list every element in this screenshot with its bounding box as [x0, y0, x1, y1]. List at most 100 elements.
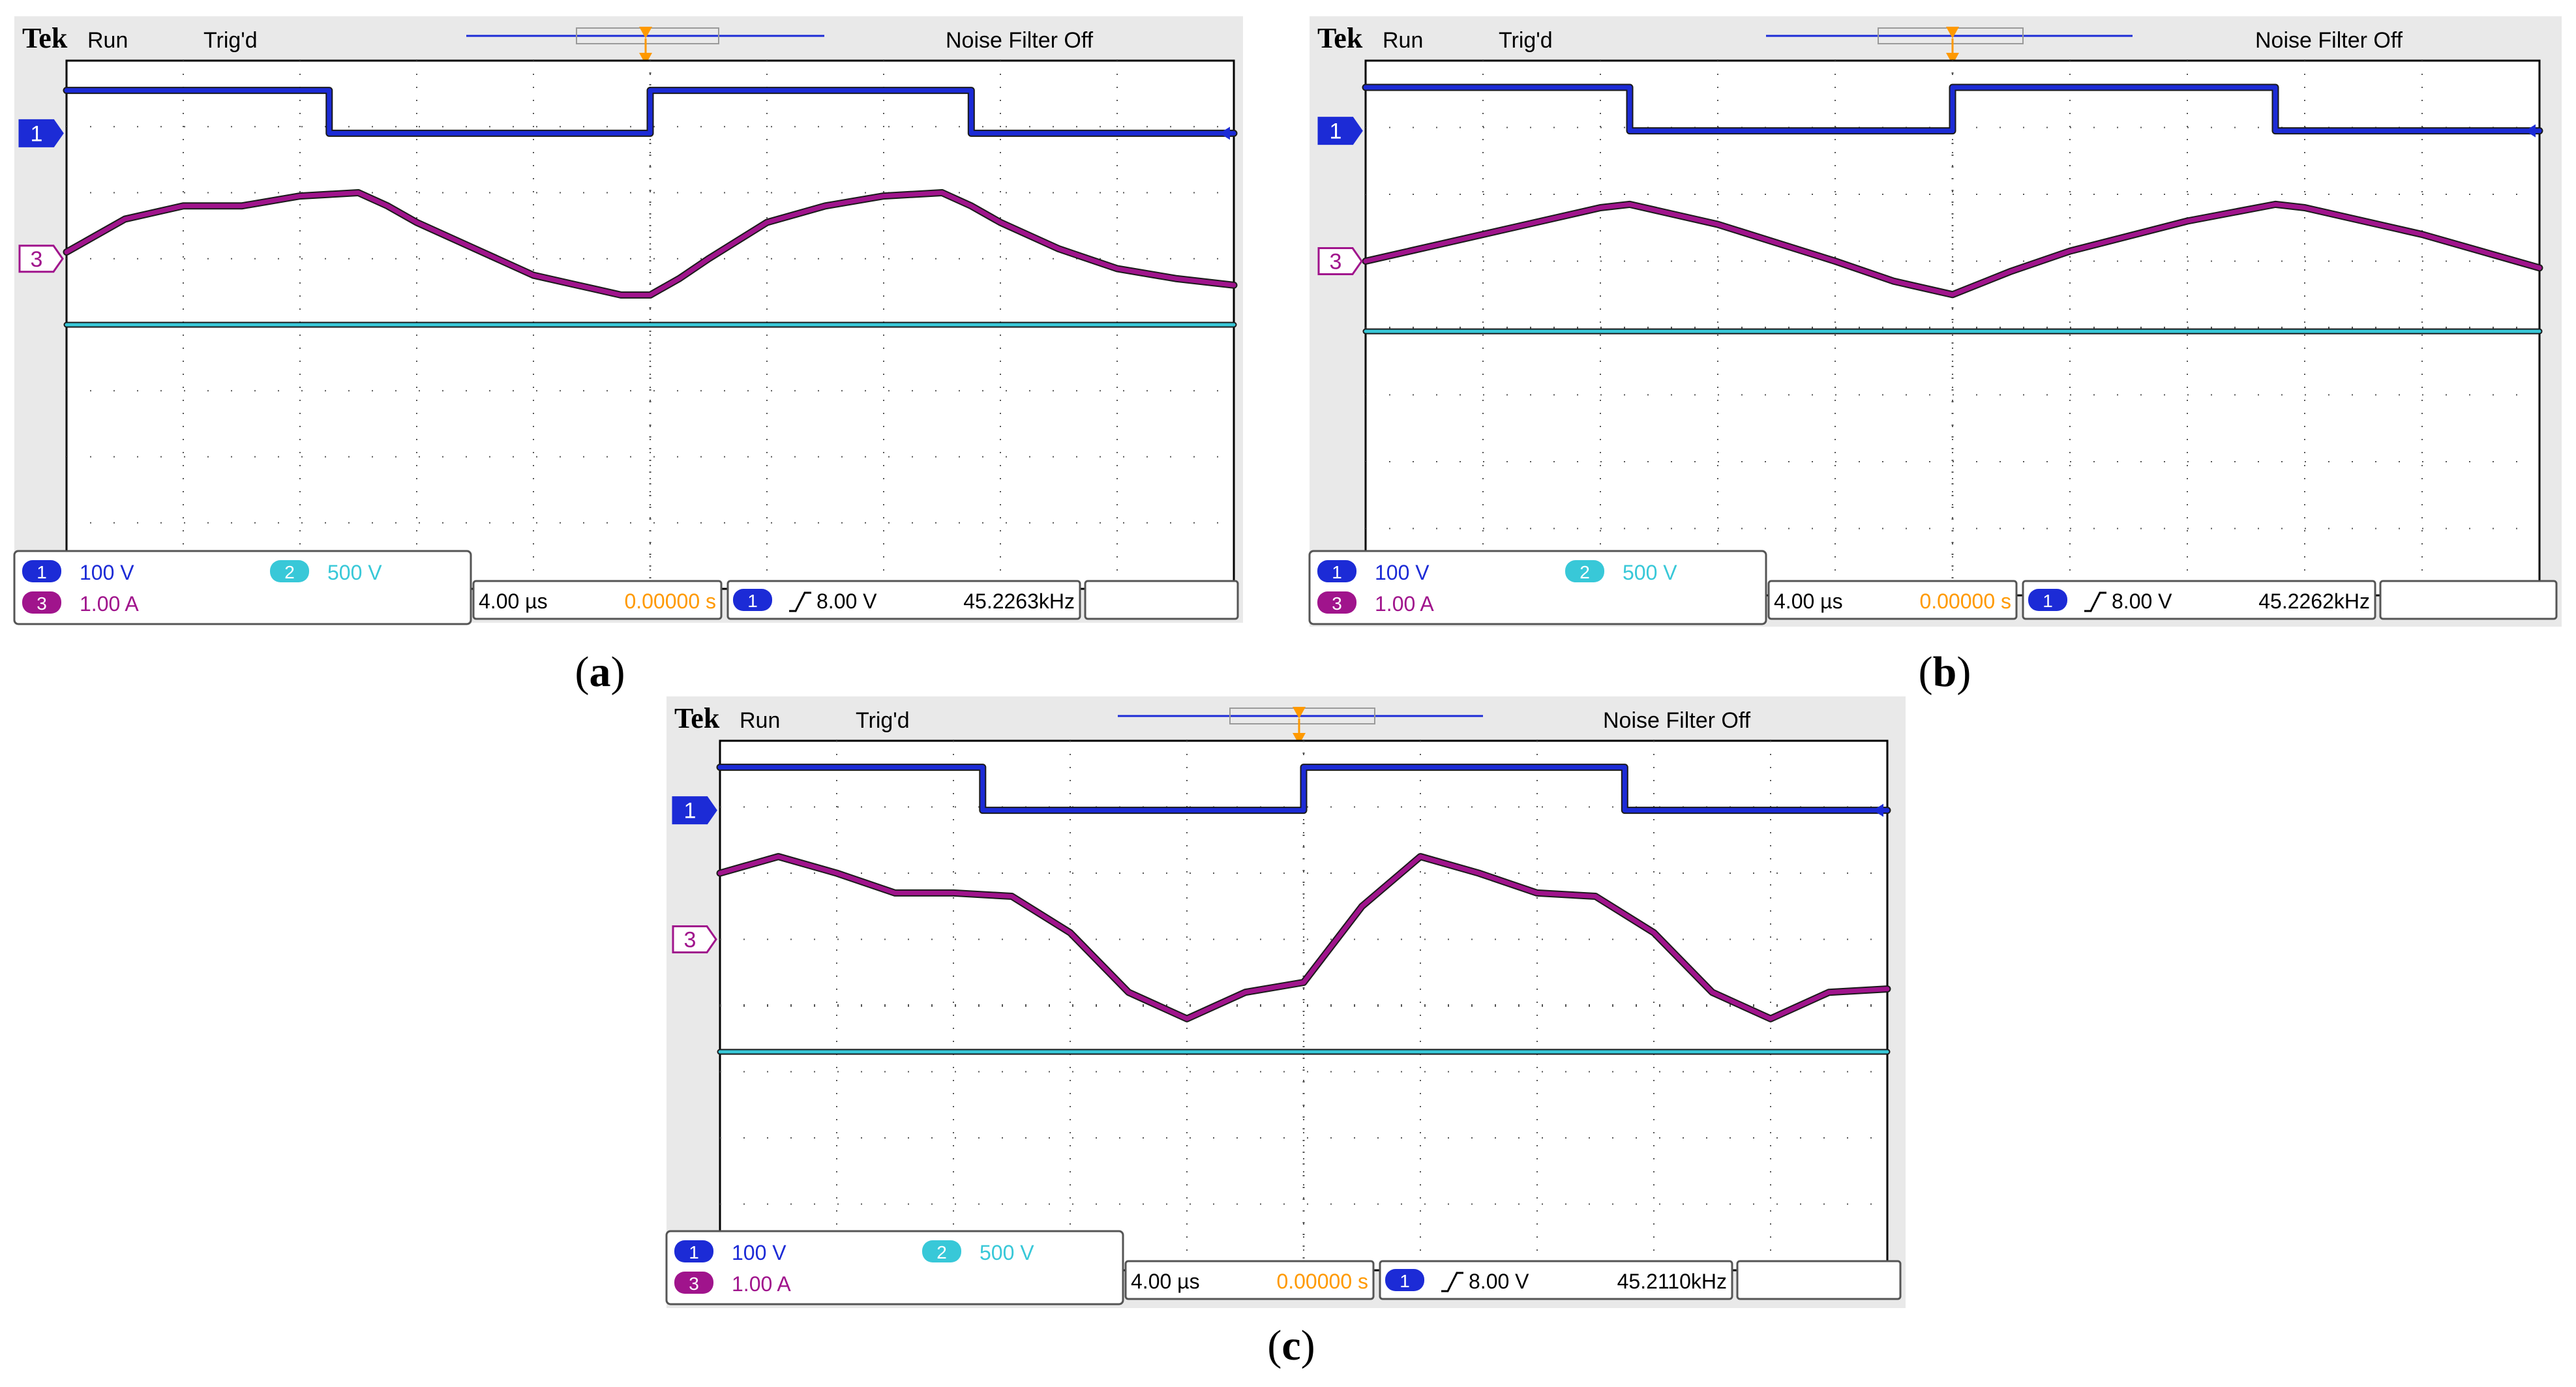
traces [63, 87, 1238, 328]
timebase-box [1767, 580, 2018, 620]
channel-marker-3 [1317, 247, 1363, 275]
ch2-badge [270, 560, 309, 582]
trigger-level-marker [2525, 124, 2536, 138]
trigger-position-icon [1293, 707, 1306, 745]
run-state: Run [740, 708, 780, 733]
trigger-frequency: 45.2263kHz [963, 589, 1075, 613]
ch3-badge [22, 591, 61, 614]
ch2-scale: 500 V [1623, 561, 1677, 584]
channel-scale-box [665, 1230, 1124, 1305]
position-value: 0.00000 s [1276, 1270, 1368, 1293]
trigger-level-marker [1873, 803, 1883, 817]
settings-bar: 1 100 V 2 500 V 3 1.00 A 4.00 µs 0.00000 s 1 8.00… [1308, 550, 2558, 625]
trigger-state: Trig'd [203, 28, 258, 53]
trigger-level: 8.00 V [1469, 1270, 1529, 1293]
ch2-scale: 500 V [980, 1241, 1034, 1264]
ch2-badge [1565, 560, 1604, 582]
position-value: 0.00000 s [624, 589, 716, 613]
trigger-box [1379, 1260, 1733, 1300]
channel-scale-box [13, 550, 472, 625]
noise-filter-status: Noise Filter Off [1603, 708, 1751, 733]
ch1-badge [1317, 560, 1356, 582]
settings-bar: 1 100 V 2 500 V 3 1.00 A 4.00 µs 0.00000 s 1 8.00… [13, 550, 1239, 625]
channel-marker-label-1: 1 [31, 121, 43, 146]
channel-marker-label-3: 3 [684, 928, 696, 953]
ch1-badge-number: 1 [37, 562, 47, 582]
ch3-scale: 1.00 A [1375, 592, 1434, 616]
channel-marker-3 [672, 925, 717, 953]
channel-marker-label-1: 1 [684, 799, 696, 824]
timebase-value: 4.00 µs [1774, 589, 1843, 613]
settings-bar: 1 100 V 2 500 V 3 1.00 A 4.00 µs 0.00000 s 1 8.00… [665, 1230, 1902, 1305]
ch3-scale: 1.00 A [732, 1272, 791, 1296]
brand-label: Tek [1317, 22, 1363, 54]
traces [1362, 83, 2543, 335]
traces [716, 764, 1891, 1055]
trigger-source-number: 1 [2043, 591, 2053, 611]
rising-edge-icon [789, 591, 811, 612]
ch1-scale: 100 V [732, 1241, 786, 1264]
scope-panel-a: Tek Run Trig'd Noise Filter Off 1 3 2 1 100… [13, 16, 1243, 625]
timebase-value: 4.00 µs [479, 589, 548, 613]
scope-panel-b: Tek Run Trig'd Noise Filter Off 1 3 2 1 100… [1308, 16, 2562, 627]
subfigure-label-b: (b) [1919, 648, 1971, 696]
empty-readout-box [2379, 580, 2558, 620]
ch2-badge-number: 2 [1580, 562, 1590, 582]
rising-edge-icon [1441, 1272, 1463, 1292]
ch1-badge-number: 1 [689, 1242, 699, 1262]
ch2-badge-number: 2 [936, 1242, 947, 1262]
noise-filter-status: Noise Filter Off [946, 28, 1094, 53]
trigger-frequency: 45.2262kHz [2258, 589, 2370, 613]
trace-ch1 [717, 765, 1890, 813]
channel-marker-label-3: 3 [1330, 250, 1342, 275]
plot-area [719, 739, 1889, 1272]
trigger-position-icon [1946, 27, 1959, 65]
empty-readout-box [1084, 580, 1239, 620]
subfigure-label-c: (c) [1267, 1322, 1315, 1369]
timebase-box [1124, 1260, 1375, 1300]
trace-ch3 [64, 190, 1236, 297]
empty-readout-box [1736, 1260, 1902, 1300]
ch3-scale: 1.00 A [80, 592, 139, 616]
trigger-box [726, 580, 1081, 620]
position-value: 0.00000 s [1919, 589, 2011, 613]
trigger-source-badge [2028, 589, 2067, 611]
rising-edge-icon [2084, 591, 2106, 612]
channel-marker-label-3: 3 [31, 247, 43, 272]
channel-scale-box [1308, 550, 1767, 625]
trigger-state: Trig'd [856, 708, 910, 733]
ch3-badge [1317, 591, 1356, 614]
trigger-level: 8.00 V [816, 589, 877, 613]
ch3-badge [674, 1272, 713, 1294]
trigger-position-icon [639, 27, 652, 65]
brand-label: Tek [674, 702, 720, 734]
ch2-badge [922, 1240, 961, 1262]
ch1-scale: 100 V [1375, 561, 1430, 584]
trigger-level-marker [1220, 127, 1230, 140]
run-state: Run [87, 28, 128, 53]
channel-marker-label-1: 1 [1330, 119, 1342, 144]
subfigure-label-a: (a) [575, 648, 625, 696]
brand-label: Tek [22, 22, 68, 54]
ch1-badge [674, 1240, 713, 1262]
channel-marker-1 [672, 796, 717, 825]
trigger-source-badge [1385, 1269, 1424, 1291]
timebase-value: 4.00 µs [1131, 1270, 1200, 1293]
ch1-badge-number: 1 [1332, 562, 1342, 582]
noise-filter-status: Noise Filter Off [2255, 28, 2403, 53]
ch1-scale: 100 V [80, 561, 134, 584]
trigger-source-number: 1 [747, 591, 758, 611]
ch3-badge-number: 3 [37, 593, 47, 614]
trace-ch3 [717, 854, 1890, 1021]
trace-ch1 [64, 88, 1236, 136]
ch3-badge-number: 3 [689, 1274, 699, 1294]
trigger-source-badge [733, 589, 772, 611]
ch1-badge [22, 560, 61, 582]
ch3-badge-number: 3 [1332, 593, 1342, 614]
ch2-badge-number: 2 [284, 562, 295, 582]
scope-panel-c: Tek Run Trig'd Noise Filter Off 1 3 2 1 100… [665, 696, 1906, 1308]
trigger-level: 8.00 V [2112, 589, 2172, 613]
ch2-scale: 500 V [327, 561, 382, 584]
channel-marker-1 [18, 119, 64, 147]
